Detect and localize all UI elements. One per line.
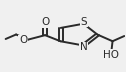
Text: N: N (80, 42, 87, 52)
Text: O: O (19, 35, 27, 45)
Text: S: S (81, 17, 87, 27)
Text: O: O (41, 17, 49, 27)
Text: HO: HO (103, 50, 119, 60)
